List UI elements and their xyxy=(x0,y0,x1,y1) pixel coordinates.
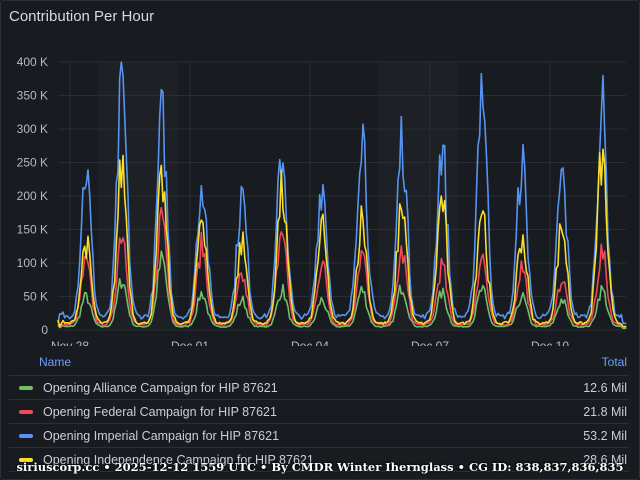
series-swatch-icon xyxy=(19,433,33,438)
series-line xyxy=(57,148,627,328)
legend-series-total: 21.8 Mil xyxy=(583,404,627,419)
series-swatch-icon xyxy=(19,409,33,414)
x-tick-label: Dec 07 xyxy=(411,339,449,346)
legend-entry: Opening Imperial Campaign for HIP 87621 xyxy=(9,429,279,443)
y-tick-label: 400 K xyxy=(17,55,48,69)
y-tick-label: 300 K xyxy=(17,122,48,136)
legend-row[interactable]: Opening Imperial Campaign for HIP 87621 5… xyxy=(9,424,629,448)
x-tick-label: Dec 01 xyxy=(171,339,209,346)
y-tick-label: 100 K xyxy=(17,256,48,270)
x-tick-label: Nov 28 xyxy=(51,339,89,346)
line-chart[interactable]: 0 50 K 100 K 150 K 200 K 250 K 300 K 350 K 400 K… xyxy=(1,41,639,346)
legend-series-name[interactable]: Opening Alliance Campaign for HIP 87621 xyxy=(43,380,278,395)
y-tick-label: 0 xyxy=(41,323,48,337)
series-line xyxy=(57,250,627,330)
legend-series-name[interactable]: Opening Imperial Campaign for HIP 87621 xyxy=(43,428,280,443)
legend-series-total: 53.2 Mil xyxy=(583,428,627,443)
legend-entry: Opening Federal Campaign for HIP 87621 xyxy=(9,405,277,419)
legend-table: Name Total Opening Alliance Campaign for… xyxy=(9,355,629,472)
x-tick-label: Dec 10 xyxy=(531,339,569,346)
series-swatch-icon xyxy=(19,457,33,462)
y-tick-label: 350 K xyxy=(17,89,48,103)
legend-series-name[interactable]: Opening Federal Campaign for HIP 87621 xyxy=(43,404,277,419)
x-tick-label: Dec 04 xyxy=(291,339,329,346)
panel-title[interactable]: Contribution Per Hour xyxy=(9,8,155,25)
footer-watermark: siriuscorp.cc • 2025-12-12 1559 UTC • By… xyxy=(16,460,624,474)
legend-entry: Opening Independence Campaign for HIP 87… xyxy=(9,453,314,467)
legend-name-header[interactable]: Name xyxy=(39,355,72,369)
legend-row[interactable]: Opening Federal Campaign for HIP 87621 21… xyxy=(9,400,629,424)
legend-row[interactable]: Opening Independence Campaign for HIP 87… xyxy=(9,448,629,472)
legend-total-header[interactable]: Total xyxy=(601,355,627,369)
legend-series-total: 28.6 Mil xyxy=(583,452,627,467)
legend-series-name[interactable]: Opening Independence Campaign for HIP 87… xyxy=(43,452,314,467)
series-swatch-icon xyxy=(19,385,33,390)
legend-row[interactable]: Opening Alliance Campaign for HIP 87621 1… xyxy=(9,376,629,400)
legend-entry: Opening Alliance Campaign for HIP 87621 xyxy=(9,381,278,395)
y-tick-label: 150 K xyxy=(17,223,48,237)
y-tick-label: 200 K xyxy=(17,189,48,203)
y-tick-label: 250 K xyxy=(17,156,48,170)
legend-header: Name Total xyxy=(9,355,629,376)
legend-series-total: 12.6 Mil xyxy=(583,380,627,395)
y-tick-label: 50 K xyxy=(23,290,48,304)
